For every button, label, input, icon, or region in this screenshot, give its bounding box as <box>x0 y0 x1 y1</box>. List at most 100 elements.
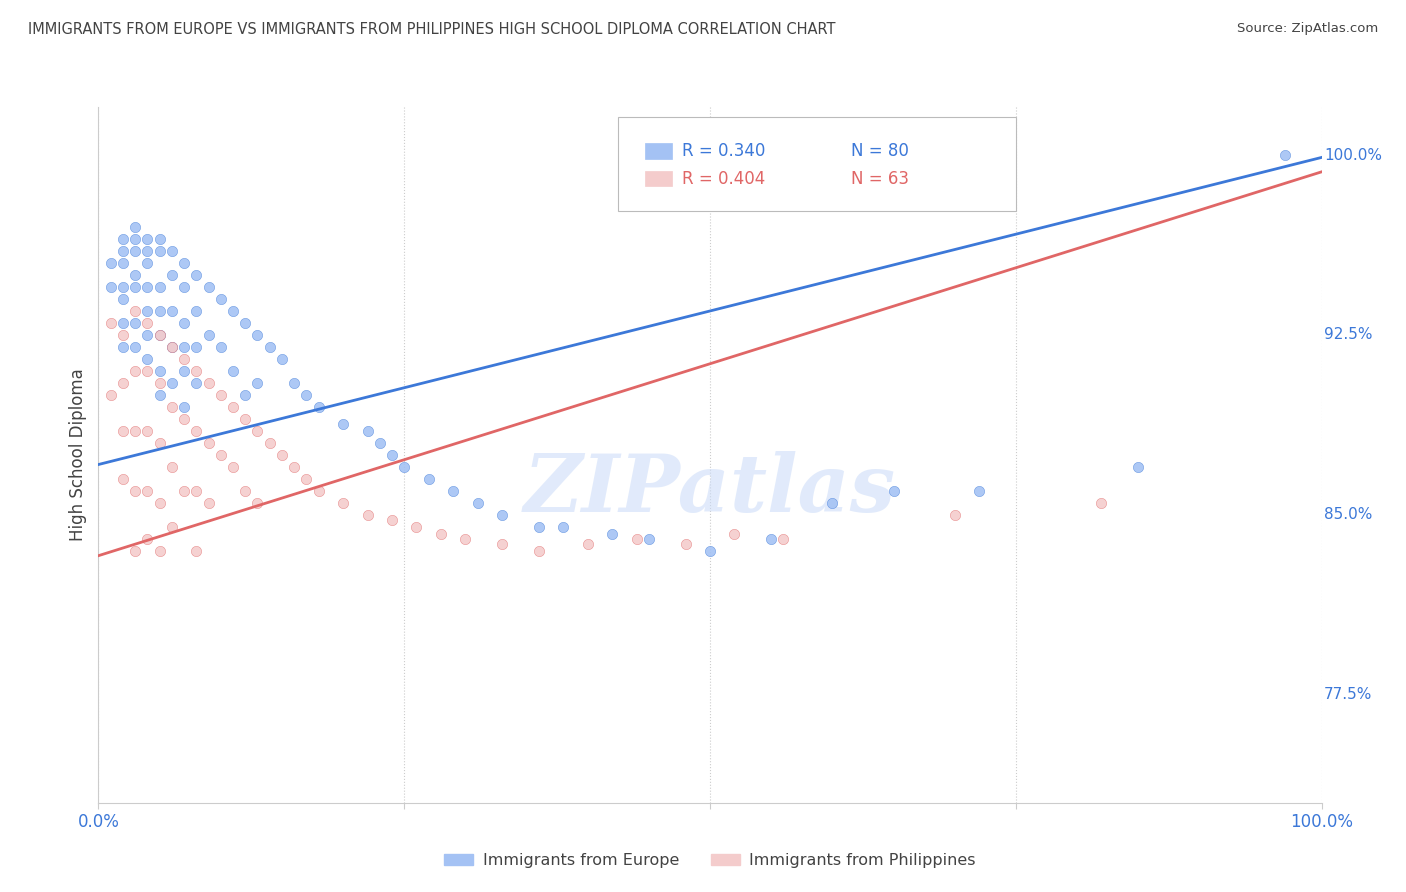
Point <box>173 412 195 426</box>
Point <box>527 544 550 558</box>
Legend: Immigrants from Europe, Immigrants from Philippines: Immigrants from Europe, Immigrants from … <box>437 847 983 875</box>
Point <box>136 244 159 258</box>
Point <box>124 483 146 498</box>
Point <box>173 316 195 330</box>
Text: N = 80: N = 80 <box>851 142 908 160</box>
Point <box>246 496 269 510</box>
Text: 85.0%: 85.0% <box>1324 508 1372 523</box>
Point <box>160 520 183 534</box>
Point <box>136 304 159 318</box>
Point <box>626 532 648 546</box>
Point <box>100 280 122 294</box>
Point <box>124 244 146 258</box>
Point <box>124 232 146 246</box>
Point <box>136 364 159 378</box>
Point <box>222 400 245 414</box>
Point <box>160 459 183 474</box>
Point <box>173 400 195 414</box>
Point <box>111 280 134 294</box>
Point <box>160 400 183 414</box>
Point <box>222 364 245 378</box>
Point <box>761 532 783 546</box>
Point <box>173 351 195 366</box>
Point <box>111 472 134 486</box>
Point <box>1274 148 1296 162</box>
Point <box>160 340 183 354</box>
Point <box>111 424 134 438</box>
Point <box>283 376 305 390</box>
Point <box>430 527 453 541</box>
Point <box>967 483 990 498</box>
Point <box>883 483 905 498</box>
Point <box>149 376 172 390</box>
Point <box>332 417 354 431</box>
Point <box>149 496 172 510</box>
Text: ZIPatlas: ZIPatlas <box>524 451 896 528</box>
Point <box>136 532 159 546</box>
Text: R = 0.340: R = 0.340 <box>682 142 765 160</box>
Point <box>173 256 195 270</box>
FancyBboxPatch shape <box>619 118 1015 211</box>
Point <box>197 496 219 510</box>
Point <box>246 376 269 390</box>
Point <box>111 292 134 306</box>
Point <box>136 256 159 270</box>
Point <box>149 232 172 246</box>
Point <box>124 424 146 438</box>
Bar <box>645 171 672 186</box>
Point <box>111 328 134 343</box>
Point <box>270 448 294 462</box>
Text: Source: ZipAtlas.com: Source: ZipAtlas.com <box>1237 22 1378 36</box>
Point <box>209 340 232 354</box>
Point <box>467 496 489 510</box>
Point <box>368 436 391 450</box>
Point <box>491 537 513 551</box>
Point <box>111 340 134 354</box>
Point <box>233 316 256 330</box>
Point <box>233 388 256 402</box>
Point <box>100 388 122 402</box>
Point <box>186 268 208 282</box>
Point <box>160 340 183 354</box>
Point <box>308 400 330 414</box>
Point <box>124 304 146 318</box>
Point <box>381 448 404 462</box>
Point <box>149 328 172 343</box>
Point <box>136 483 159 498</box>
Point <box>392 459 416 474</box>
Y-axis label: High School Diploma: High School Diploma <box>69 368 87 541</box>
Point <box>186 483 208 498</box>
Point <box>124 364 146 378</box>
Point <box>197 376 219 390</box>
Point <box>149 304 172 318</box>
Point <box>209 448 232 462</box>
Point <box>246 424 269 438</box>
Point <box>186 544 208 558</box>
Point <box>186 424 208 438</box>
Point <box>124 316 146 330</box>
Point <box>149 328 172 343</box>
Point <box>821 496 844 510</box>
Point <box>259 436 281 450</box>
Point <box>149 388 172 402</box>
Point <box>197 436 219 450</box>
Point <box>356 508 378 522</box>
Point <box>149 364 172 378</box>
Point <box>160 376 183 390</box>
Point <box>124 268 146 282</box>
Point <box>136 328 159 343</box>
Point <box>381 513 404 527</box>
Text: 100.0%: 100.0% <box>1324 147 1382 162</box>
Bar <box>645 144 672 159</box>
Point <box>246 328 269 343</box>
Text: 77.5%: 77.5% <box>1324 688 1372 702</box>
Point <box>124 544 146 558</box>
Point <box>699 544 721 558</box>
Text: R = 0.404: R = 0.404 <box>682 169 765 187</box>
Point <box>136 424 159 438</box>
Point <box>723 527 745 541</box>
Point <box>136 351 159 366</box>
Point <box>186 364 208 378</box>
Point <box>295 388 318 402</box>
Point <box>149 280 172 294</box>
